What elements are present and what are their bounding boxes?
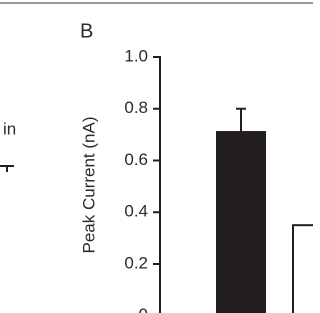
y-tick-label: 0.6 (124, 150, 148, 169)
page: {"chart_data": {"type": "bar", "panel_la… (0, 0, 313, 313)
y-tick-label: 0.2 (124, 253, 148, 272)
chart: in B Peak Current (nA) 0 0.2 0.4 0.6 0.8 1.0 (0, 2, 313, 313)
fragment-text: in (3, 119, 16, 138)
y-tick-label: 1.0 (124, 46, 148, 65)
y-tick-label: 0.4 (124, 202, 148, 221)
y-tick-label: 0 (139, 305, 148, 313)
bar (216, 131, 266, 313)
y-tick-label: 0.8 (124, 98, 148, 117)
panel-label: B (80, 20, 93, 42)
y-axis-label: Peak Current (nA) (79, 117, 98, 254)
bar (292, 224, 313, 313)
